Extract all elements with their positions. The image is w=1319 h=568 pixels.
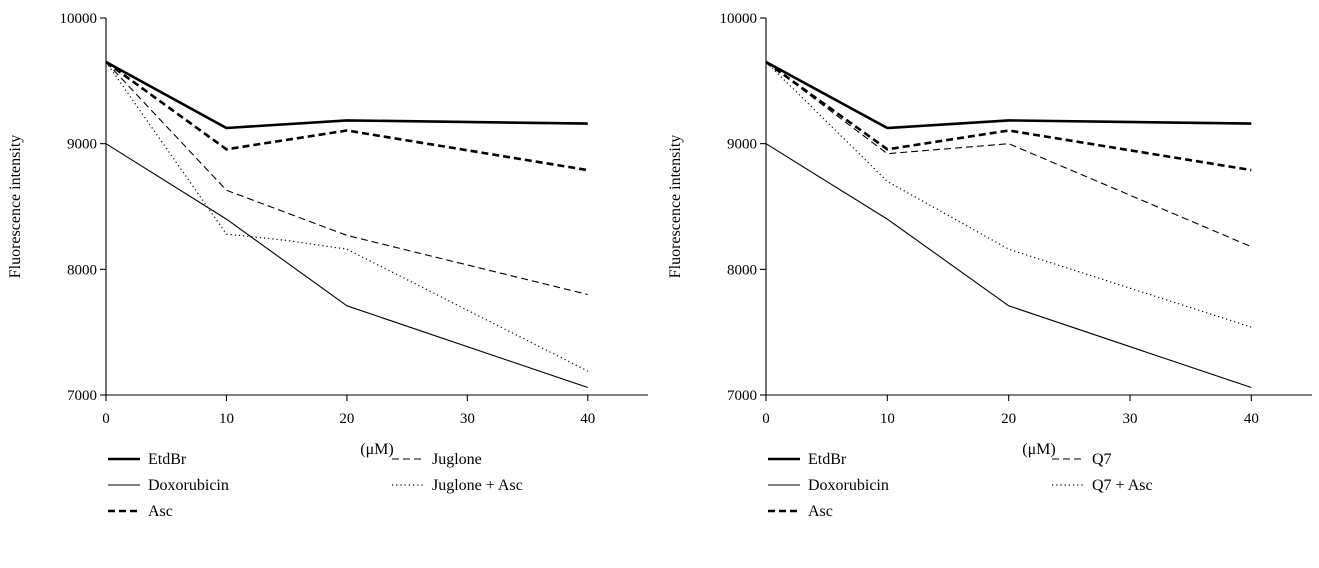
y-tick-label: 9000	[67, 137, 97, 153]
chart-panel-left: 7000 8000 9000 10000 0 10 20 30 40 (μM) Fluorescen…	[7, 11, 648, 520]
y-axis-title: Fluorescence intensity	[7, 135, 24, 279]
x-tick-label: 20	[1001, 411, 1016, 427]
series-line-doxorubicin	[765, 143, 1252, 389]
x-tick-label: 30	[460, 411, 475, 427]
legend-item-juglone-asc: Juglone + Asc	[392, 477, 523, 494]
y-tick-label: 9000	[727, 137, 757, 153]
x-axis-title: (μM)	[360, 441, 393, 458]
legend-item-etdbr: EtdBr	[108, 451, 187, 468]
legend-label: Doxorubicin	[148, 477, 229, 494]
series-line-asc	[105, 60, 589, 172]
series-line-etdbr	[105, 60, 588, 130]
series-line-juglone-asc	[105, 61, 589, 372]
legend-label: Asc	[148, 503, 173, 520]
x-tick-label: 40	[1244, 411, 1259, 427]
legend-item-asc: Asc	[768, 503, 833, 520]
legend-item-q7: Q7	[1052, 451, 1112, 468]
series-line-q7	[765, 61, 1252, 248]
y-tick-label: 8000	[67, 262, 97, 278]
y-axis-title: Fluorescence intensity	[667, 135, 684, 279]
x-tick-label: 20	[339, 411, 354, 427]
x-tick-label: 0	[102, 411, 110, 427]
legend-label: EtdBr	[148, 451, 187, 468]
legend-item-etdbr: EtdBr	[768, 451, 847, 468]
legend-label: Juglone + Asc	[432, 477, 523, 494]
legend-label: Juglone	[432, 451, 482, 468]
legend-item-doxorubicin: Doxorubicin	[768, 477, 889, 494]
legend-label: Q7 + Asc	[1092, 477, 1153, 494]
legend-label: EtdBr	[808, 451, 847, 468]
legend-item-q7-asc: Q7 + Asc	[1052, 477, 1153, 494]
x-tick-label: 0	[762, 411, 770, 427]
series-line-q7-asc	[765, 61, 1252, 328]
legend-item-doxorubicin: Doxorubicin	[108, 477, 229, 494]
chart-panel-right: 7000 8000 9000 10000 0 10 20 30 40 (μM) Fluorescen…	[667, 11, 1312, 520]
legend-label: Q7	[1092, 451, 1112, 468]
y-tick-label: 10000	[720, 11, 758, 27]
x-tick-label: 10	[880, 411, 895, 427]
x-tick-label: 30	[1123, 411, 1138, 427]
x-axis-title: (μM)	[1022, 441, 1055, 458]
series-line-etdbr	[765, 60, 1252, 130]
y-tick-label: 8000	[727, 262, 757, 278]
x-tick-label: 10	[219, 411, 234, 427]
series-line-asc	[765, 60, 1252, 172]
series-line-juglone	[105, 61, 588, 296]
legend-item-juglone: Juglone	[392, 451, 482, 468]
y-tick-label: 7000	[727, 388, 757, 404]
series-line-doxorubicin	[105, 143, 588, 389]
x-tick-label: 40	[580, 411, 595, 427]
legend-label: Asc	[808, 503, 833, 520]
y-tick-label: 10000	[60, 11, 98, 27]
legend-item-asc: Asc	[108, 503, 173, 520]
legend-label: Doxorubicin	[808, 477, 889, 494]
y-tick-label: 7000	[67, 388, 97, 404]
